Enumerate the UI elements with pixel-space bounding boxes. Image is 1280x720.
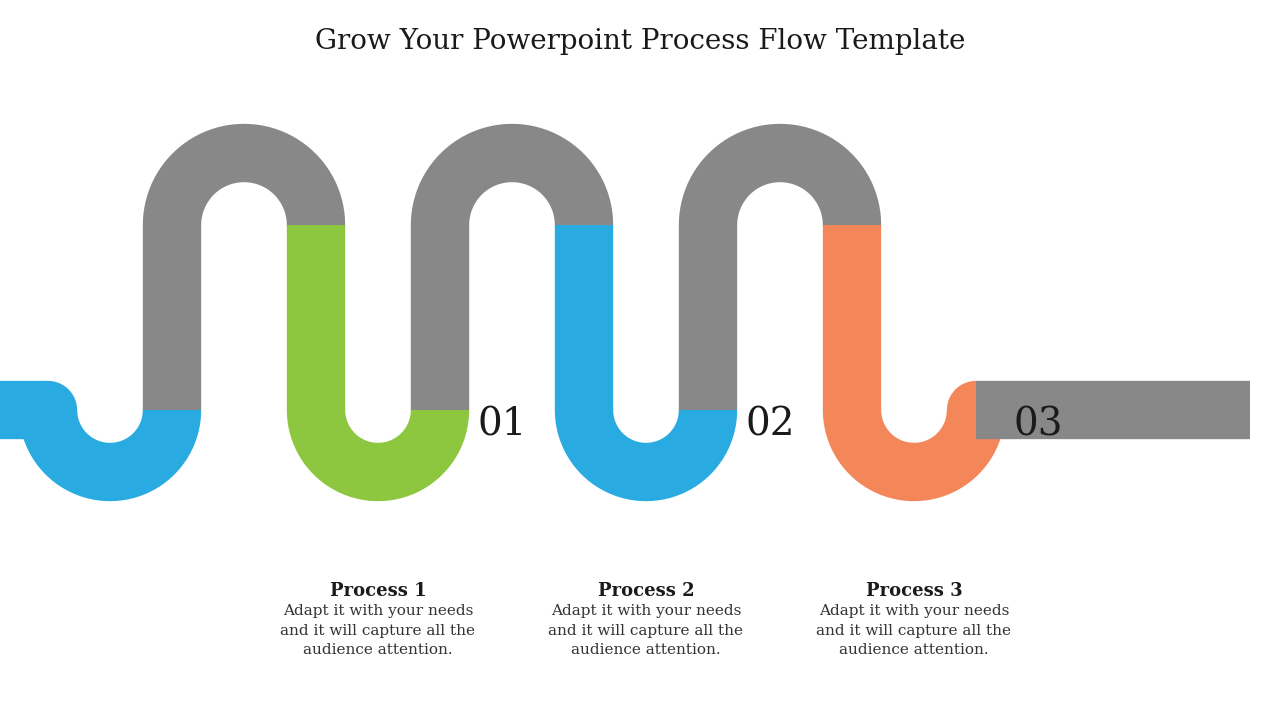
Text: Grow Your Powerpoint Process Flow Template: Grow Your Powerpoint Process Flow Templa… [315,28,965,55]
Text: 01: 01 [477,407,527,444]
Text: Process 3: Process 3 [865,582,963,600]
Text: Process 2: Process 2 [598,582,694,600]
Text: Adapt it with your needs
and it will capture all the
audience attention.: Adapt it with your needs and it will cap… [817,604,1011,657]
Text: Process 1: Process 1 [330,582,426,600]
Text: Adapt it with your needs
and it will capture all the
audience attention.: Adapt it with your needs and it will cap… [280,604,475,657]
Text: 02: 02 [746,407,795,444]
Text: Adapt it with your needs
and it will capture all the
audience attention.: Adapt it with your needs and it will cap… [549,604,744,657]
Text: 03: 03 [1014,407,1064,444]
